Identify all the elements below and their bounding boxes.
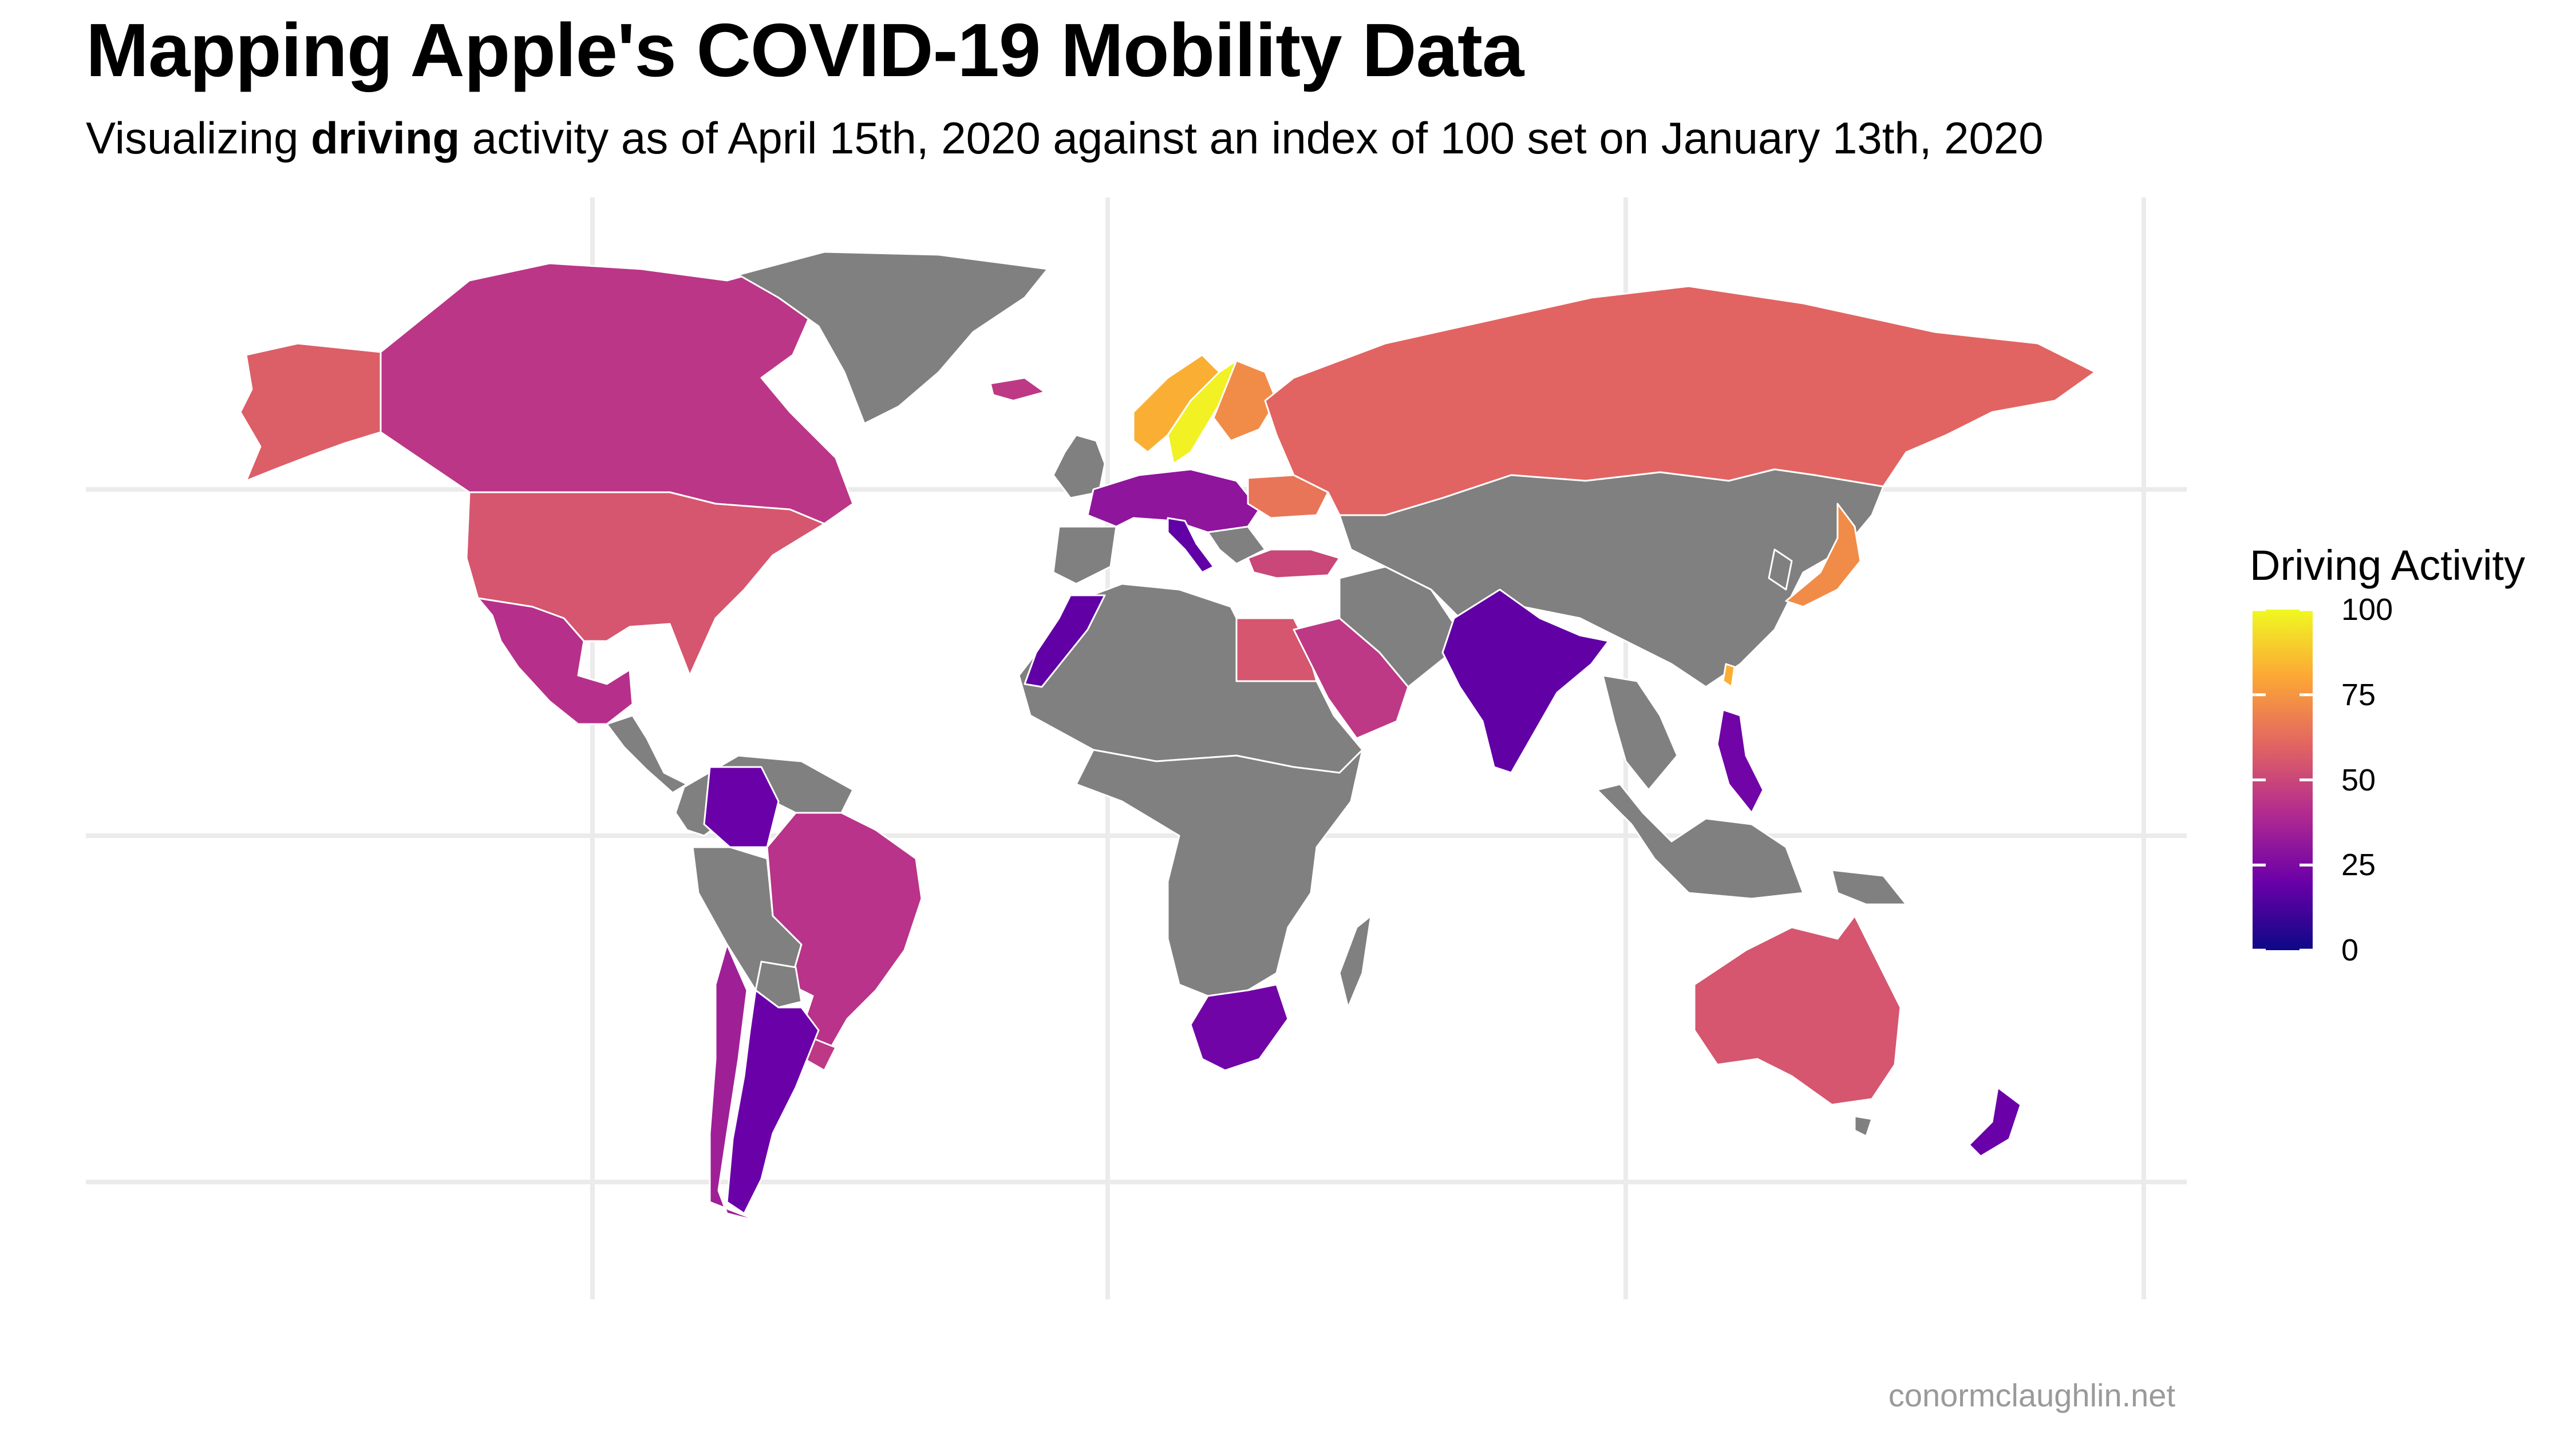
region-paraguay[interactable] [754, 960, 803, 1009]
legend-tick-label: 75 [2341, 677, 2376, 712]
region-indochina[interactable] [1602, 674, 1678, 791]
region-malaysia-indonesia[interactable] [1596, 783, 1804, 900]
region-india[interactable] [1441, 588, 1610, 774]
subtitle-emphasis: driving [311, 113, 460, 163]
region-brazil[interactable] [766, 812, 923, 1060]
region-taiwan[interactable] [1722, 663, 1736, 688]
legend-tick-label: 50 [2341, 762, 2376, 797]
legend-tick-label: 0 [2341, 933, 2359, 967]
map-regions [239, 251, 2096, 1223]
region-madagascar[interactable] [1338, 915, 1372, 1009]
region-tasmania[interactable] [1854, 1115, 1873, 1137]
region-argentina[interactable] [726, 989, 820, 1215]
legend-title: Driving Activity [2250, 541, 2526, 589]
region-uk-ireland[interactable] [1052, 434, 1106, 499]
region-korea[interactable] [1768, 548, 1793, 591]
subtitle-prefix: Visualizing [86, 113, 311, 163]
region-colombia[interactable] [703, 766, 780, 848]
page-subtitle: Visualizing driving activity as of April… [86, 112, 2044, 164]
region-turkey[interactable] [1247, 548, 1341, 579]
region-southern-africa[interactable] [1075, 749, 1364, 997]
region-greenland[interactable] [737, 251, 1049, 425]
legend-tick-label: 25 [2341, 848, 2376, 883]
legend-tick-label: 100 [2341, 592, 2393, 627]
region-iceland[interactable] [989, 377, 1046, 402]
region-central-america[interactable] [606, 714, 688, 794]
region-philippines[interactable] [1716, 709, 1764, 814]
region-mexico[interactable] [477, 597, 634, 725]
region-italy[interactable] [1167, 517, 1215, 574]
region-japan[interactable] [1785, 503, 1862, 608]
region-iberia[interactable] [1052, 525, 1117, 585]
region-south-africa[interactable] [1190, 983, 1289, 1072]
region-new-zealand[interactable] [1968, 1086, 2022, 1157]
region-chile[interactable] [709, 943, 762, 1223]
region-finland[interactable] [1212, 359, 1278, 442]
legend [2253, 608, 2313, 952]
region-new-guinea[interactable] [1831, 869, 1907, 906]
region-alaska[interactable] [239, 342, 382, 482]
region-morocco[interactable] [1024, 594, 1106, 688]
region-australia[interactable] [1693, 915, 1902, 1106]
source-caption: conormclaughlin.net [1888, 1377, 2175, 1413]
region-canada[interactable] [380, 262, 854, 525]
legend-tick-marks [2253, 608, 2313, 952]
page-title: Mapping Apple's COVID-19 Mobility Data [86, 8, 1524, 92]
subtitle-suffix: activity as of April 15th, 2020 against … [460, 113, 2044, 163]
